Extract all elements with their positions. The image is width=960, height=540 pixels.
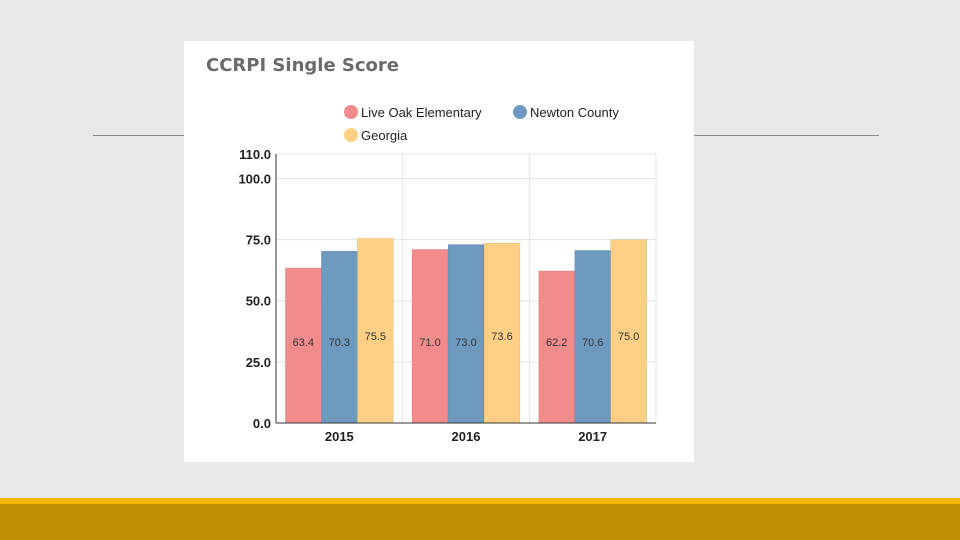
y-tick-label: 75.0 — [246, 233, 271, 248]
data-label: 73.6 — [491, 331, 512, 343]
slide-divider-right — [692, 135, 879, 136]
data-label: 70.3 — [329, 337, 350, 349]
x-tick-label: 2016 — [452, 429, 481, 444]
bar-chart: 0.0 25.0 50.0 75.0 100.0 110.0 63.4 70.3 75.5 201… — [238, 105, 657, 444]
bar — [538, 270, 575, 424]
legend-swatch — [344, 128, 358, 142]
bar — [411, 249, 449, 424]
data-label: 71.0 — [419, 337, 440, 349]
data-label: 70.6 — [582, 337, 603, 349]
legend-swatch — [513, 105, 527, 119]
data-label: 75.0 — [618, 331, 639, 343]
bar — [610, 239, 647, 424]
y-tick-label: 100.0 — [238, 171, 271, 186]
bar — [447, 244, 485, 424]
legend-label: Newton County — [530, 105, 619, 120]
bar — [483, 242, 521, 424]
y-tick-label: 110.0 — [239, 147, 271, 162]
data-label: 73.0 — [455, 337, 476, 349]
bar — [574, 250, 611, 424]
legend-swatch — [344, 105, 358, 119]
chart-title: CCRPI Single Score — [206, 55, 399, 76]
data-label: 63.4 — [293, 337, 314, 349]
footer-band — [0, 504, 960, 540]
y-tick-label: 50.0 — [246, 294, 271, 309]
slide-divider-left — [93, 135, 185, 136]
data-label: 75.5 — [365, 331, 386, 343]
legend-label: Live Oak Elementary — [361, 105, 482, 120]
y-tick-label: 25.0 — [246, 355, 271, 370]
data-label: 62.2 — [546, 337, 567, 349]
footer-accent-stripe — [0, 498, 960, 504]
bar — [357, 238, 394, 424]
y-tick-label: 0.0 — [253, 416, 271, 431]
legend-label: Georgia — [361, 128, 408, 143]
x-tick-label: 2015 — [325, 429, 354, 444]
x-tick-label: 2017 — [578, 429, 607, 444]
chart-card: CCRPI Single Score 0.0 25.0 50.0 75.0 100.0 1… — [184, 41, 694, 462]
